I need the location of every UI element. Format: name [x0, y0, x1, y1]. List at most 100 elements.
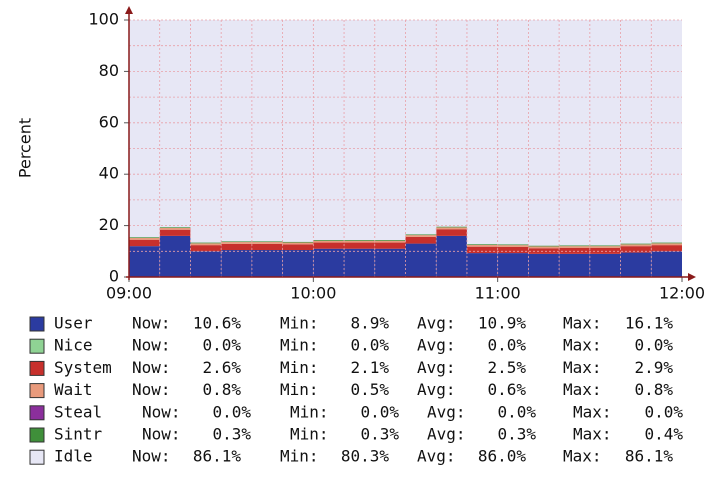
area-segment [129, 20, 160, 238]
area-segment [374, 20, 406, 240]
area-segment [620, 243, 652, 245]
stat-value: 86.0% [478, 447, 527, 466]
stat-value: 10.9% [478, 314, 527, 333]
stat-value: 2.1% [350, 358, 389, 377]
area-segment [589, 20, 621, 246]
x-tick-label: 12:00 [659, 284, 705, 303]
stat-label: Avg: [417, 336, 456, 355]
area-segment [651, 245, 682, 252]
area-segment [436, 235, 467, 277]
area-segment [159, 20, 191, 228]
y-tick-label: 20 [99, 215, 119, 234]
stat-label: Now: [132, 358, 171, 377]
area-segment [282, 250, 314, 277]
stat-value: 0.0% [497, 402, 536, 421]
area-segment [159, 229, 191, 236]
area-segment [313, 240, 345, 243]
area-segment [221, 243, 252, 251]
area-segment [129, 246, 160, 277]
legend-swatch [29, 338, 45, 354]
area-segment [559, 253, 590, 277]
legend-swatch [29, 427, 45, 443]
area-segment [651, 251, 682, 277]
legend-label: System [54, 358, 112, 377]
legend-label: Wait [54, 380, 93, 399]
stat-value: 0.0% [360, 402, 399, 421]
area-segment [436, 227, 467, 230]
y-tick-label: 60 [99, 112, 119, 131]
stat-value: 86.1% [193, 447, 242, 466]
area-segment [251, 20, 283, 242]
area-segment [528, 248, 560, 254]
stat-label: Max: [563, 380, 602, 399]
stat-label: Now: [132, 447, 171, 466]
legend-swatch [29, 316, 45, 332]
stat-label: Now: [132, 314, 171, 333]
stat-value: 16.1% [625, 314, 674, 333]
stat-value: 0.3% [497, 425, 536, 444]
area-segment [159, 227, 191, 230]
area-segment [344, 242, 375, 249]
area-segment [313, 239, 345, 241]
area-segment [282, 242, 314, 245]
area-segment [466, 246, 498, 254]
y-tick-label: 100 [88, 10, 119, 29]
stat-label: Max: [563, 358, 602, 377]
area-segment [313, 20, 345, 240]
area-segment [497, 245, 529, 247]
stat-value: 0.8% [634, 380, 673, 399]
legend-swatch [29, 405, 45, 421]
stat-value: 2.9% [634, 358, 673, 377]
area-segment [251, 241, 283, 243]
stat-label: Max: [563, 336, 602, 355]
legend-label: User [54, 314, 93, 333]
legend-swatch [29, 449, 45, 465]
stat-value: 86.1% [625, 447, 674, 466]
stat-value: 0.5% [350, 380, 389, 399]
legend-label: Idle [54, 447, 93, 466]
area-segment [190, 243, 222, 246]
area-segment [620, 252, 652, 277]
area-segment [374, 242, 406, 249]
stat-label: Min: [290, 402, 329, 421]
area-segment [344, 240, 375, 243]
area-segment [436, 229, 467, 236]
area-segment [651, 242, 682, 244]
area-segment [159, 235, 191, 277]
area-segment [221, 241, 252, 243]
area-segment [129, 237, 160, 240]
area-segment [620, 244, 652, 247]
area-segment [620, 20, 652, 244]
area-segment [528, 246, 560, 249]
area-segment [374, 240, 406, 243]
area-segment [190, 242, 222, 244]
stat-value: 10.6% [193, 314, 242, 333]
area-segment [405, 235, 437, 237]
area-segment [374, 239, 406, 241]
stat-label: Min: [280, 336, 319, 355]
stat-label: Max: [563, 314, 602, 333]
area-segment [589, 245, 621, 247]
stat-label: Max: [563, 447, 602, 466]
area-segment [405, 234, 437, 236]
stat-value: 0.0% [350, 336, 389, 355]
stat-value: 0.3% [360, 425, 399, 444]
area-segment [405, 236, 437, 244]
legend-label: Sintr [54, 425, 103, 444]
area-segment [466, 244, 498, 247]
area-segment [466, 253, 498, 277]
area-segment [282, 241, 314, 243]
area-segment [221, 250, 252, 277]
area-segment [559, 245, 590, 247]
area-segment [190, 251, 222, 277]
stat-label: Min: [280, 358, 319, 377]
stat-value: 2.6% [202, 358, 241, 377]
area-segment [466, 244, 498, 245]
area-segment [528, 20, 560, 246]
y-axis-arrow [125, 6, 133, 14]
stat-value: 0.0% [634, 336, 673, 355]
x-tick-label: 10:00 [290, 284, 336, 303]
stat-label: Max: [573, 425, 612, 444]
stat-value: 0.0% [644, 402, 683, 421]
